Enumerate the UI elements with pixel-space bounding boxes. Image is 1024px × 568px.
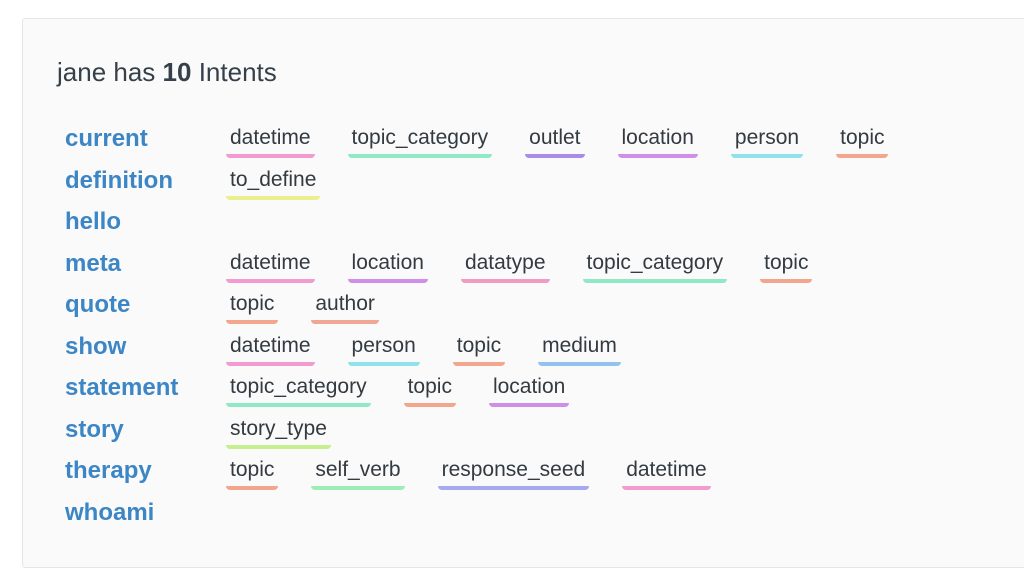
- title-prefix: jane has: [57, 57, 156, 87]
- intent-row-current: current datetime topic_category outlet locat…: [65, 121, 921, 163]
- slot-tag-datetime: datetime: [226, 333, 315, 366]
- slot-list: datetime location datatype topic_category to…: [226, 246, 845, 283]
- intent-link-therapy[interactable]: therapy: [65, 457, 152, 484]
- intent-link-show[interactable]: show: [65, 332, 127, 360]
- slot-tag-person: person: [347, 333, 420, 366]
- slot-tag-self-verb: self_verb: [311, 457, 405, 490]
- intent-link-quote[interactable]: quote: [65, 291, 131, 318]
- intent-link-meta[interactable]: meta: [65, 249, 122, 277]
- slot-tag-topic: topic: [403, 374, 456, 407]
- slot-tag-topic: topic: [452, 333, 506, 366]
- intent-link-hello[interactable]: hello: [65, 208, 122, 235]
- slot-list: to_define: [226, 163, 353, 200]
- slot-tag-location: location: [347, 250, 428, 283]
- slot-tag-datatype: datatype: [460, 250, 550, 283]
- slot-tag-datetime: datetime: [226, 125, 315, 158]
- slot-tag-location: location: [488, 374, 570, 407]
- slot-list: topic self_verb response_seed datetime: [226, 453, 744, 490]
- slot-tag-author: author: [311, 291, 379, 324]
- slot-tag-datetime: datetime: [622, 457, 711, 490]
- slot-tag-topic: topic: [836, 125, 889, 158]
- intent-row-show: show datetime person topic medium: [65, 329, 921, 371]
- intent-link-whoami[interactable]: whoami: [65, 498, 155, 526]
- intent-row-statement: statement topic_category topic location: [65, 370, 921, 412]
- intent-link-statement[interactable]: statement: [65, 374, 179, 401]
- slot-tag-topic: topic: [226, 291, 279, 324]
- slot-tag-outlet: outlet: [525, 125, 585, 158]
- intent-row-therapy: therapy topic self_verb response_seed dateti…: [65, 453, 921, 495]
- slot-tag-response-seed: response_seed: [437, 457, 590, 490]
- intent-link-story[interactable]: story: [65, 415, 124, 443]
- slot-tag-topic: topic: [760, 250, 813, 283]
- intent-row-meta: meta datetime location datatype topic_catego…: [65, 246, 921, 288]
- intent-row-whoami: whoami: [65, 495, 921, 537]
- intent-row-hello: hello: [65, 204, 921, 246]
- intent-count: 10: [162, 57, 192, 87]
- slot-tag-topic: topic: [226, 457, 279, 490]
- intent-list: current datetime topic_category outlet locat…: [65, 121, 921, 536]
- slot-tag-datetime: datetime: [226, 250, 315, 283]
- intent-row-story: story story_type: [65, 412, 921, 454]
- slot-list: topic author: [226, 287, 412, 324]
- intent-row-quote: quote topic author: [65, 287, 921, 329]
- intent-row-definition: definition to_define: [65, 163, 921, 205]
- slot-tag-medium: medium: [538, 333, 621, 366]
- page-title: jane has 10 Intents: [57, 57, 277, 88]
- slot-tag-person: person: [730, 125, 804, 158]
- intents-panel: jane has 10 Intents current datetime topic…: [22, 18, 1024, 568]
- title-suffix: Intents: [198, 57, 277, 87]
- slot-list: datetime topic_category outlet location pers…: [226, 121, 921, 158]
- slot-tag-topic-category: topic_category: [582, 250, 728, 283]
- slot-list: topic_category topic location: [226, 370, 602, 407]
- slot-list: datetime person topic medium: [226, 329, 654, 366]
- slot-tag-topic-category: topic_category: [226, 374, 371, 407]
- slot-tag-topic-category: topic_category: [347, 125, 493, 158]
- slot-tag-to-define: to_define: [226, 167, 321, 200]
- slot-list: story_type: [226, 412, 364, 449]
- intent-link-current[interactable]: current: [65, 125, 148, 152]
- intent-link-definition[interactable]: definition: [65, 166, 173, 194]
- slot-tag-location: location: [617, 125, 698, 158]
- slot-tag-story-type: story_type: [226, 416, 331, 449]
